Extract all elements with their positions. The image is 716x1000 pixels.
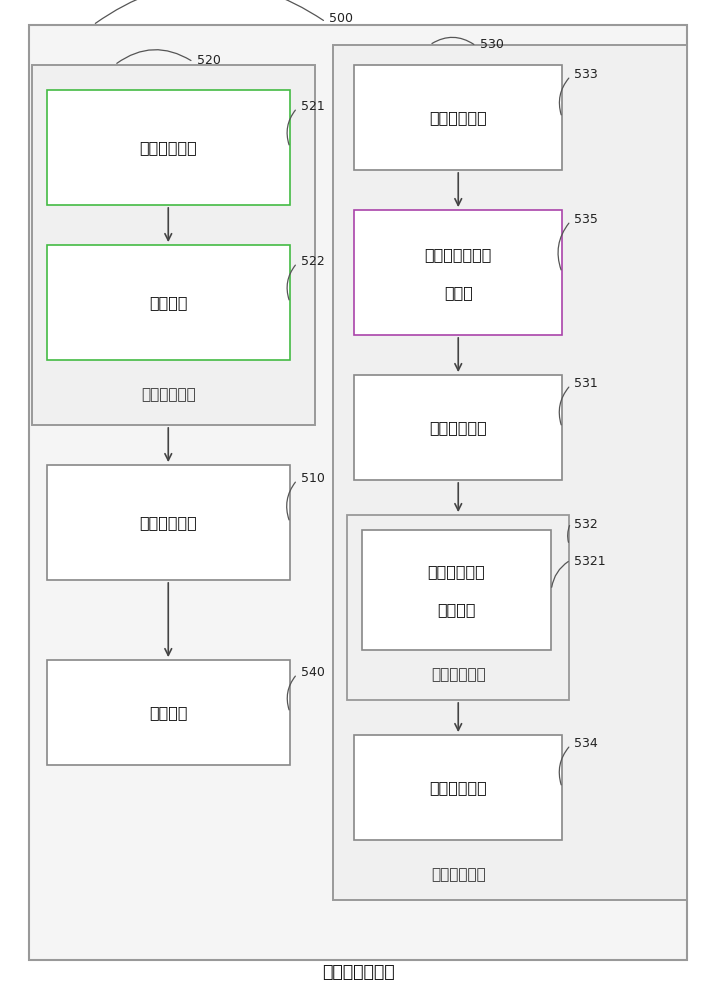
Bar: [32, 65, 315, 425]
Text: 参数计算模块: 参数计算模块: [431, 668, 485, 683]
Text: 535: 535: [574, 213, 598, 226]
Text: 分光单元: 分光单元: [149, 295, 188, 310]
Bar: [347, 515, 569, 700]
Bar: [47, 90, 290, 205]
Text: 图像校准模块: 图像校准模块: [430, 110, 487, 125]
Text: 534: 534: [574, 737, 598, 750]
Text: 确定单元: 确定单元: [437, 602, 475, 618]
Text: 投射控制模块: 投射控制模块: [430, 780, 487, 795]
Bar: [354, 375, 562, 480]
Text: 532: 532: [574, 518, 598, 531]
Bar: [354, 735, 562, 840]
Bar: [354, 65, 562, 170]
Text: 眼睛光轴方向校: 眼睛光轴方向校: [425, 247, 492, 262]
Text: 图像处理设备: 图像处理设备: [431, 867, 485, 882]
Text: 510: 510: [301, 472, 324, 485]
Text: 522: 522: [301, 255, 324, 268]
Text: 530: 530: [480, 38, 503, 51]
Text: 500: 500: [329, 12, 354, 25]
Text: 眼睛光轴方向: 眼睛光轴方向: [427, 564, 485, 580]
Text: 准模块: 准模块: [444, 285, 473, 300]
Text: 注视点检测模块: 注视点检测模块: [321, 963, 395, 981]
Text: 533: 533: [574, 68, 598, 81]
Bar: [333, 45, 687, 900]
Text: 投射设备: 投射设备: [149, 705, 188, 720]
Text: 531: 531: [574, 377, 598, 390]
Bar: [47, 465, 290, 580]
Text: 5321: 5321: [574, 555, 606, 568]
Bar: [47, 245, 290, 360]
Text: 521: 521: [301, 100, 324, 113]
Text: 图像采集设备: 图像采集设备: [140, 515, 197, 530]
Bar: [47, 660, 290, 765]
Text: 可调透镜单元: 可调透镜单元: [140, 140, 197, 155]
Text: 520: 520: [197, 54, 221, 67]
Text: 540: 540: [301, 666, 324, 679]
Text: 可调成像设备: 可调成像设备: [141, 387, 195, 402]
Bar: [354, 210, 562, 335]
Bar: [362, 530, 551, 650]
Text: 图像分析模块: 图像分析模块: [430, 420, 487, 435]
